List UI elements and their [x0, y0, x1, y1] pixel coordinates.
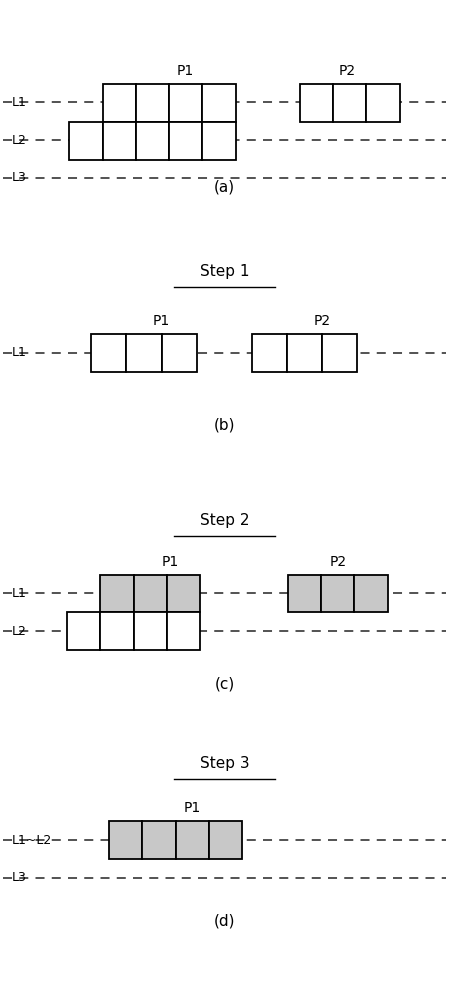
- Bar: [92, 334, 127, 372]
- Bar: [288, 575, 321, 612]
- Bar: [169, 122, 202, 160]
- Text: (d): (d): [214, 913, 235, 928]
- Bar: [300, 84, 333, 122]
- Text: L2: L2: [12, 134, 26, 147]
- Bar: [100, 612, 134, 650]
- Bar: [169, 84, 202, 122]
- Bar: [209, 821, 242, 859]
- Bar: [142, 821, 176, 859]
- Bar: [322, 334, 357, 372]
- Text: P2: P2: [313, 314, 330, 328]
- Text: L3: L3: [12, 871, 26, 884]
- Bar: [134, 612, 167, 650]
- Bar: [136, 122, 169, 160]
- Bar: [354, 575, 387, 612]
- Bar: [176, 821, 209, 859]
- Text: L1: L1: [12, 96, 26, 109]
- Text: (b): (b): [214, 418, 235, 433]
- Bar: [102, 122, 136, 160]
- Bar: [287, 334, 322, 372]
- Bar: [127, 334, 162, 372]
- Text: (a): (a): [214, 179, 235, 194]
- Bar: [162, 334, 197, 372]
- Text: Step 1: Step 1: [200, 264, 249, 279]
- Text: (c): (c): [214, 676, 235, 691]
- Bar: [109, 821, 142, 859]
- Text: L2: L2: [12, 625, 26, 638]
- Text: P1: P1: [153, 314, 170, 328]
- Bar: [321, 575, 354, 612]
- Bar: [167, 575, 200, 612]
- Bar: [67, 612, 100, 650]
- Text: Step 3: Step 3: [200, 756, 249, 771]
- Bar: [102, 84, 136, 122]
- Text: P1: P1: [177, 64, 194, 78]
- Bar: [333, 84, 366, 122]
- Text: Step 2: Step 2: [200, 513, 249, 528]
- Text: L1: L1: [12, 346, 26, 359]
- Text: L1~L2: L1~L2: [12, 834, 52, 847]
- Bar: [134, 575, 167, 612]
- Text: L3: L3: [12, 171, 26, 184]
- Bar: [100, 575, 134, 612]
- Bar: [136, 84, 169, 122]
- Text: L1: L1: [12, 587, 26, 600]
- Text: P1: P1: [184, 801, 201, 815]
- Bar: [202, 84, 236, 122]
- Text: P1: P1: [162, 555, 179, 569]
- Bar: [252, 334, 287, 372]
- Bar: [366, 84, 400, 122]
- Text: P2: P2: [339, 64, 356, 78]
- Bar: [202, 122, 236, 160]
- Text: P2: P2: [329, 555, 346, 569]
- Bar: [69, 122, 102, 160]
- Bar: [167, 612, 200, 650]
